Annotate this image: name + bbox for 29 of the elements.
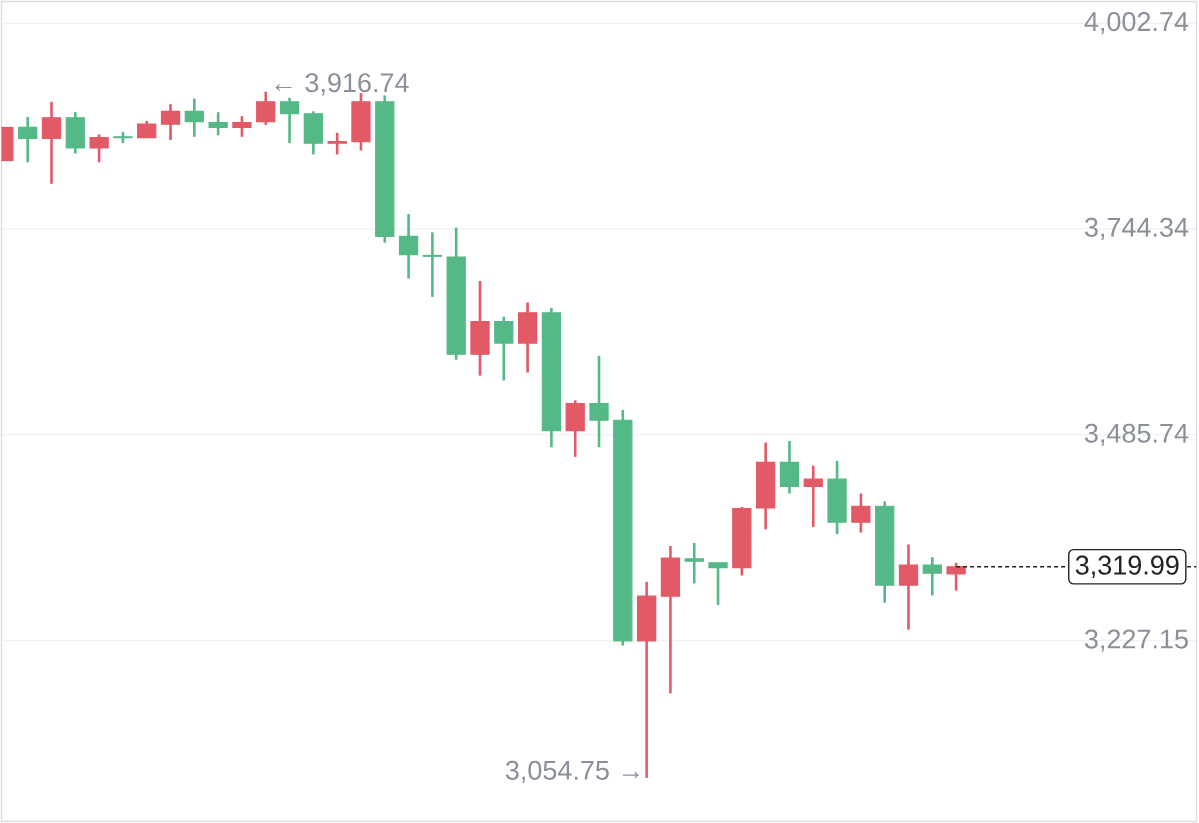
candlestick <box>327 131 347 156</box>
ref-line-label: 3,319.99 <box>1075 555 1179 578</box>
candlestick <box>589 354 609 449</box>
candlestick <box>208 110 228 137</box>
y-tick-label: 3,227.15 <box>1084 629 1188 652</box>
y-tick-label: 3,485.74 <box>1084 423 1189 446</box>
candlestick <box>256 90 276 127</box>
annotation: 3,054.75 → <box>505 760 639 784</box>
candlestick <box>422 231 443 299</box>
candlestick <box>898 543 919 631</box>
candlestick <box>946 561 966 592</box>
candlestick <box>89 133 109 164</box>
candlestick <box>41 100 62 186</box>
candlestick <box>684 541 704 585</box>
candlestick <box>851 492 871 534</box>
candlestick <box>708 561 728 607</box>
candlestick <box>279 96 300 145</box>
y-tick-label: 3,744.34 <box>1084 217 1189 241</box>
candlestick <box>232 114 252 139</box>
candlestick <box>922 555 942 597</box>
candlestick <box>18 115 38 164</box>
candlestick <box>494 315 514 382</box>
candlestick <box>803 464 823 529</box>
candlestick <box>398 212 419 280</box>
candlestick <box>779 439 800 495</box>
y-tick-label: 4,002.74 <box>1084 12 1189 35</box>
annotation: ← 3,916.74 <box>275 73 409 96</box>
candlestick <box>184 97 204 139</box>
candlestick <box>160 102 181 142</box>
